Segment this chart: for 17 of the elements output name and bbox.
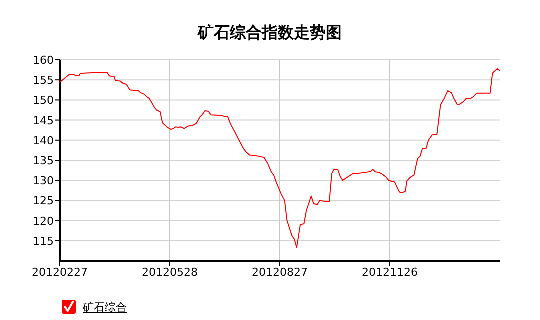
y-tick-label: 120 [33,214,54,228]
x-tick-label: 20120227 [32,266,88,279]
y-tick-label: 155 [33,74,54,88]
x-tick-label: 20120528 [142,266,198,279]
y-tick-label: 160 [33,54,54,67]
y-tick-label: 150 [33,94,54,108]
x-tick-label: 20120827 [252,266,308,279]
y-tick-label: 135 [33,154,54,168]
y-tick-label: 130 [33,174,54,188]
line-series [60,68,500,248]
y-tick-label: 140 [33,134,54,148]
y-tick-label: 145 [33,114,54,128]
y-tick-label: 125 [33,194,54,208]
legend-label: 矿石综合 [82,301,127,314]
x-tick-label: 20121126 [362,266,418,279]
chart-title: 矿石综合指数走势图 [197,23,342,42]
y-tick-label: 115 [33,234,54,248]
